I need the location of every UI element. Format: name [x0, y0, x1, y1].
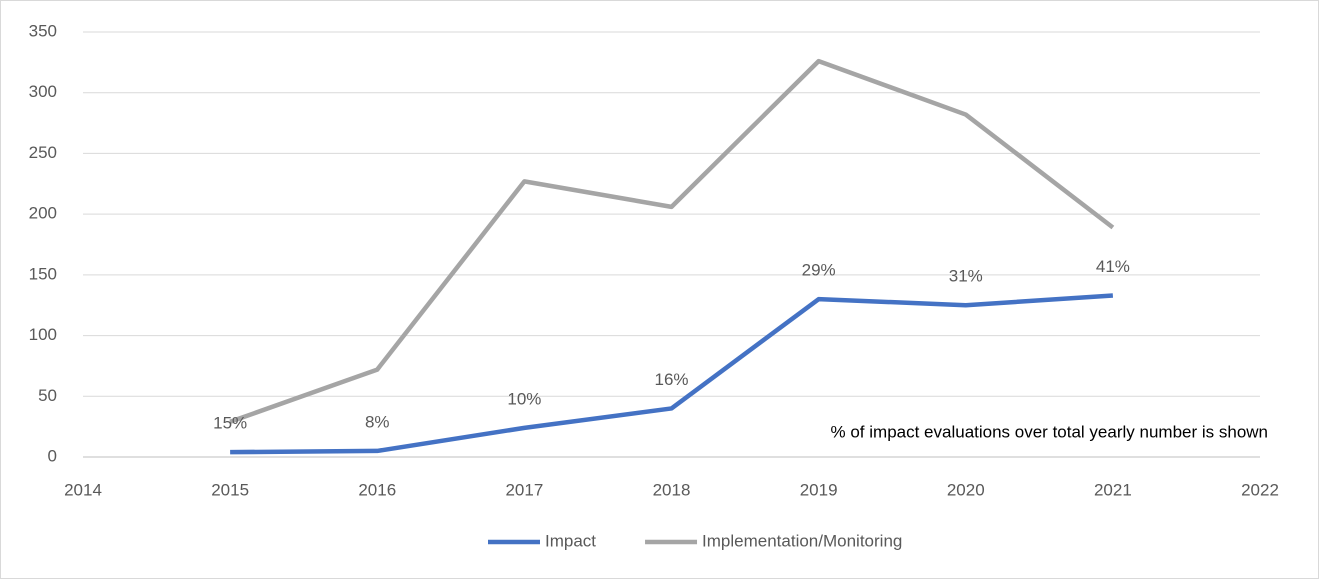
y-tick-label: 100	[29, 325, 57, 344]
series-line	[229, 58, 1115, 424]
x-tick-label: 2018	[653, 480, 691, 499]
point-label: 16%	[654, 370, 688, 389]
y-tick-label: 200	[29, 204, 57, 223]
y-tick-label: 250	[29, 143, 57, 162]
legend-label: Impact	[545, 531, 596, 550]
x-tick-label: 2016	[358, 480, 396, 499]
y-tick-label: 300	[29, 82, 57, 101]
point-label: 29%	[802, 261, 836, 280]
point-label: 8%	[365, 412, 390, 431]
legend-label: Implementation/Monitoring	[702, 531, 902, 550]
x-tick-label: 2017	[505, 480, 543, 499]
point-label: 31%	[949, 267, 983, 286]
x-tick-label: 2022	[1241, 480, 1279, 499]
x-tick-label: 2015	[211, 480, 249, 499]
y-tick-label: 150	[29, 264, 57, 283]
x-tick-label: 2019	[800, 480, 838, 499]
point-label: 41%	[1096, 257, 1130, 276]
note: % of impact evaluations over total yearl…	[831, 422, 1268, 441]
y-tick-label: 0	[48, 446, 57, 465]
point-label: 15%	[213, 414, 247, 433]
x-tick-label: 2020	[947, 480, 985, 499]
series-line	[230, 293, 1114, 455]
y-tick-label: 350	[29, 21, 57, 40]
point-label: 10%	[507, 389, 541, 408]
x-tick-label: 2014	[64, 480, 102, 499]
x-tick-label: 2021	[1094, 480, 1132, 499]
y-tick-label: 50	[38, 386, 57, 405]
